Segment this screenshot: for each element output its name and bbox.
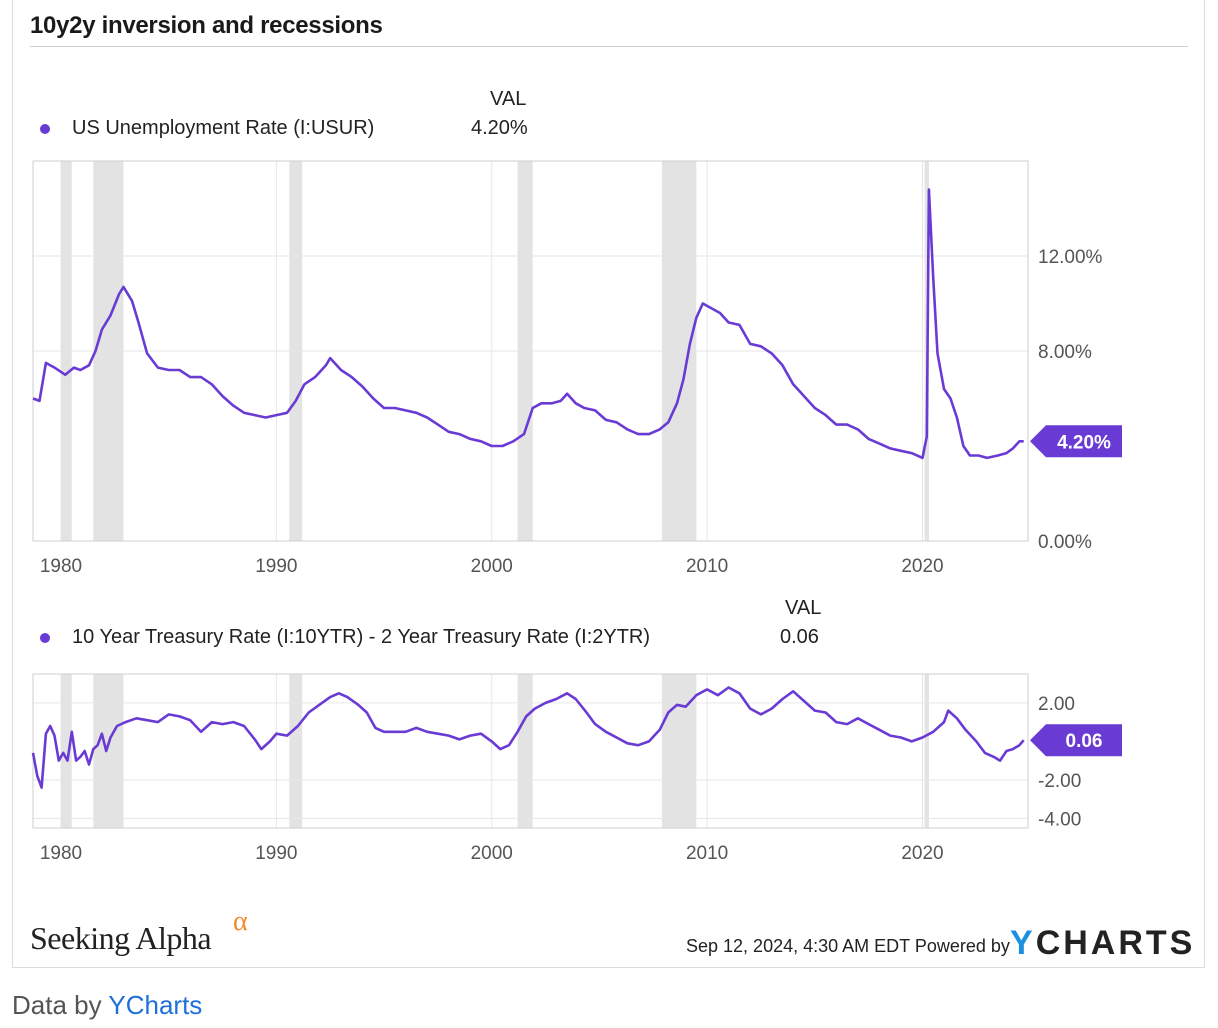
- spread-x-tick-label: 2010: [686, 843, 728, 864]
- unemp-x-tick-label: 2000: [471, 556, 513, 577]
- spread-recession-band: [60, 674, 72, 828]
- spread-y-tick-label: -4.00: [1038, 809, 1081, 830]
- val-unemployment: 4.20%: [471, 117, 528, 139]
- unemployment-chart[interactable]: 12.00% 8.00% 0.00% 1980 1990 2000 2010 2020 4.20…: [0, 0, 1218, 590]
- legend-top[interactable]: US Unemployment Rate (I:USUR): [40, 117, 374, 140]
- spread-y-tick-label: -2.00: [1038, 771, 1081, 792]
- val-header-bottom: VAL: [785, 597, 822, 619]
- spread-series-line: [31, 686, 1025, 789]
- val-header-top: VAL: [490, 88, 527, 110]
- spread-x-tick-label: 1980: [40, 843, 82, 864]
- chart-title: 10y2y inversion and recessions: [30, 12, 383, 39]
- legend-bottom[interactable]: 10 Year Treasury Rate (I:10YTR) - 2 Year…: [40, 626, 650, 649]
- legend-label-unemployment: US Unemployment Rate (I:USUR): [72, 117, 375, 139]
- unemp-y-tick-label: 0.00%: [1038, 532, 1092, 553]
- spread-recession-band: [924, 674, 929, 828]
- spread-chart[interactable]: 2.00 -2.00 -4.00 1980 1990 2000 2010 2020 0.06: [0, 590, 1218, 880]
- legend-label-spread: 10 Year Treasury Rate (I:10YTR) - 2 Year…: [72, 626, 651, 648]
- spread-x-tick-label: 2020: [901, 843, 943, 864]
- ycharts-logo[interactable]: YCHARTS: [1010, 924, 1196, 962]
- unemp-y-tick-label: 12.00%: [1038, 247, 1103, 268]
- spread-recession-band: [289, 674, 303, 828]
- unemp-plot-frame: [32, 160, 1029, 542]
- unemp-x-tick-label: 2010: [686, 556, 728, 577]
- timestamp: Sep 12, 2024, 4:30 AM EDT Powered by: [686, 936, 1010, 956]
- unemp-x-tick-label: 1990: [255, 556, 297, 577]
- legend-dot-icon: [40, 632, 50, 643]
- unemp-x-tick-label: 2020: [901, 556, 943, 577]
- data-attribution: Data by YCharts: [12, 990, 203, 1020]
- spread-y-tick-label: 2.00: [1038, 694, 1075, 715]
- spread-current-value-tag: [1030, 724, 1122, 757]
- unemp-x-tick-label: 1980: [40, 556, 82, 577]
- title-divider: [30, 46, 1188, 47]
- spread-current-value-label: 0.06: [1066, 731, 1103, 752]
- unemp-y-tick-label: 8.00%: [1038, 342, 1092, 363]
- unemp-current-value-tag: [1030, 425, 1122, 458]
- spread-recession-band: [93, 674, 124, 828]
- ycharts-link[interactable]: YCharts: [108, 990, 203, 1020]
- spread-x-tick-label: 2000: [471, 843, 513, 864]
- spread-recession-band: [517, 674, 533, 828]
- legend-dot-icon: [40, 123, 50, 134]
- spread-plot-frame: [32, 673, 1029, 829]
- unemp-current-value-label: 4.20%: [1057, 432, 1111, 453]
- val-spread: 0.06: [780, 626, 819, 648]
- spread-recession-band: [661, 674, 697, 828]
- spread-x-tick-label: 1990: [255, 843, 297, 864]
- seeking-alpha-logo: Seeking Alpha: [30, 920, 212, 956]
- unemp-series-line: [32, 188, 1024, 460]
- alpha-mark-icon: α: [233, 906, 248, 937]
